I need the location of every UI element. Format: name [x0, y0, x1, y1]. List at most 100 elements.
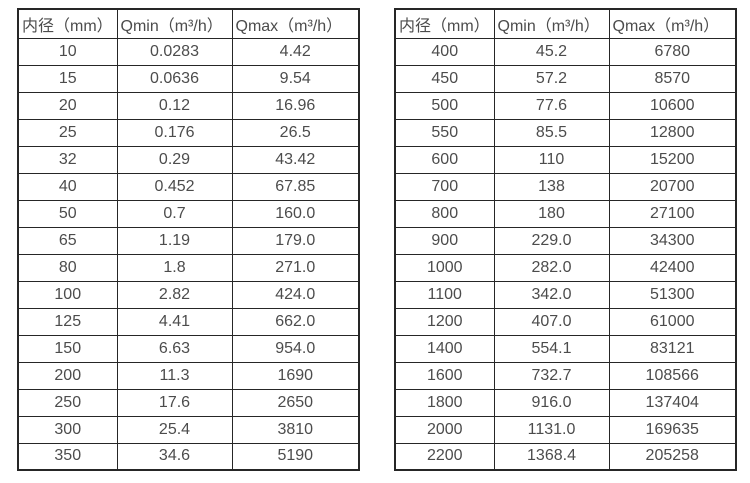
- table-row: 2200 1368.4 205258: [394, 442, 737, 471]
- flow-table-right: 内径（mm） Qmin（m³/h） Qmax（m³/h） 400 45.2 6780 45…: [394, 8, 737, 471]
- table-cell: 407.0: [493, 307, 610, 336]
- table-cell: 1690: [231, 361, 360, 390]
- table-cell: 1000: [394, 253, 495, 282]
- table-cell: 16.96: [231, 91, 360, 120]
- header-row: 内径（mm） Qmin（m³/h） Qmax（m³/h）: [17, 8, 360, 39]
- table-row: 1400 554.1 83121: [394, 334, 737, 363]
- table-cell: 1200: [394, 307, 495, 336]
- table-cell: 916.0: [493, 388, 610, 417]
- table-cell: 300: [17, 415, 118, 444]
- table-cell: 400: [394, 37, 495, 66]
- table-row: 40 0.452 67.85: [17, 172, 360, 201]
- table-cell: 15200: [608, 145, 737, 174]
- table-cell: 57.2: [493, 64, 610, 93]
- table-cell: 40: [17, 172, 118, 201]
- table-cell: 10600: [608, 91, 737, 120]
- table-row: 900 229.0 34300: [394, 226, 737, 255]
- table-cell: 138: [493, 172, 610, 201]
- table-cell: 662.0: [231, 307, 360, 336]
- table-row: 65 1.19 179.0: [17, 226, 360, 255]
- table-cell: 67.85: [231, 172, 360, 201]
- table-cell: 11.3: [116, 361, 233, 390]
- table-cell: 0.0283: [116, 37, 233, 66]
- table-body: 10 0.0283 4.42 15 0.0636 9.54 20 0.12 16.96 25 0.1…: [17, 37, 360, 471]
- table-row: 100 2.82 424.0: [17, 280, 360, 309]
- flow-table-left: 内径（mm） Qmin（m³/h） Qmax（m³/h） 10 0.0283 4.42 1…: [17, 8, 360, 471]
- table-cell: 6.63: [116, 334, 233, 363]
- table-cell: 450: [394, 64, 495, 93]
- table-cell: 160.0: [231, 199, 360, 228]
- table-cell: 4.42: [231, 37, 360, 66]
- table-cell: 20: [17, 91, 118, 120]
- table-cell: 350: [17, 442, 118, 471]
- table-cell: 424.0: [231, 280, 360, 309]
- table-cell: 100: [17, 280, 118, 309]
- table-cell: 85.5: [493, 118, 610, 147]
- table-cell: 42400: [608, 253, 737, 282]
- table-cell: 27100: [608, 199, 737, 228]
- table-cell: 61000: [608, 307, 737, 336]
- table-cell: 80: [17, 253, 118, 282]
- table-cell: 229.0: [493, 226, 610, 255]
- table-cell: 800: [394, 199, 495, 228]
- table-cell: 8570: [608, 64, 737, 93]
- table-cell: 500: [394, 91, 495, 120]
- table-cell: 1400: [394, 334, 495, 363]
- table-cell: 554.1: [493, 334, 610, 363]
- table-cell: 169635: [608, 415, 737, 444]
- header-cell: 内径（mm）: [17, 8, 118, 39]
- header-cell: Qmin（m³/h）: [116, 8, 233, 39]
- table-cell: 51300: [608, 280, 737, 309]
- table-cell: 125: [17, 307, 118, 336]
- table-cell: 0.0636: [116, 64, 233, 93]
- table-cell: 550: [394, 118, 495, 147]
- table-cell: 342.0: [493, 280, 610, 309]
- table-cell: 1131.0: [493, 415, 610, 444]
- table-row: 10 0.0283 4.42: [17, 37, 360, 66]
- table-cell: 25.4: [116, 415, 233, 444]
- table-row: 200 11.3 1690: [17, 361, 360, 390]
- table-row: 250 17.6 2650: [17, 388, 360, 417]
- table-row: 1100 342.0 51300: [394, 280, 737, 309]
- table-cell: 83121: [608, 334, 737, 363]
- table-cell: 0.7: [116, 199, 233, 228]
- table-cell: 954.0: [231, 334, 360, 363]
- header-cell: Qmin（m³/h）: [493, 8, 610, 39]
- table-cell: 1800: [394, 388, 495, 417]
- table-cell: 6780: [608, 37, 737, 66]
- table-row: 1000 282.0 42400: [394, 253, 737, 282]
- table-row: 450 57.2 8570: [394, 64, 737, 93]
- table-header-row: 内径（mm） Qmin（m³/h） Qmax（m³/h）: [394, 8, 737, 39]
- table-cell: 0.12: [116, 91, 233, 120]
- table-row: 150 6.63 954.0: [17, 334, 360, 363]
- table-cell: 34300: [608, 226, 737, 255]
- table-row: 125 4.41 662.0: [17, 307, 360, 336]
- table-row: 600 110 15200: [394, 145, 737, 174]
- table-row: 2000 1131.0 169635: [394, 415, 737, 444]
- table-header-row: 内径（mm） Qmin（m³/h） Qmax（m³/h）: [17, 8, 360, 39]
- table-cell: 77.6: [493, 91, 610, 120]
- table-row: 32 0.29 43.42: [17, 145, 360, 174]
- table-cell: 1.19: [116, 226, 233, 255]
- table-cell: 20700: [608, 172, 737, 201]
- table-cell: 17.6: [116, 388, 233, 417]
- table-cell: 180: [493, 199, 610, 228]
- table-cell: 205258: [608, 442, 737, 471]
- table-cell: 700: [394, 172, 495, 201]
- table-row: 15 0.0636 9.54: [17, 64, 360, 93]
- table-cell: 1368.4: [493, 442, 610, 471]
- table-row: 350 34.6 5190: [17, 442, 360, 471]
- table-cell: 0.176: [116, 118, 233, 147]
- table-cell: 2650: [231, 388, 360, 417]
- table-cell: 12800: [608, 118, 737, 147]
- table-cell: 50: [17, 199, 118, 228]
- table-row: 20 0.12 16.96: [17, 91, 360, 120]
- table-cell: 2.82: [116, 280, 233, 309]
- table-cell: 250: [17, 388, 118, 417]
- table-cell: 2000: [394, 415, 495, 444]
- table-row: 300 25.4 3810: [17, 415, 360, 444]
- header-cell: Qmax（m³/h）: [231, 8, 360, 39]
- table-cell: 5190: [231, 442, 360, 471]
- table-cell: 10: [17, 37, 118, 66]
